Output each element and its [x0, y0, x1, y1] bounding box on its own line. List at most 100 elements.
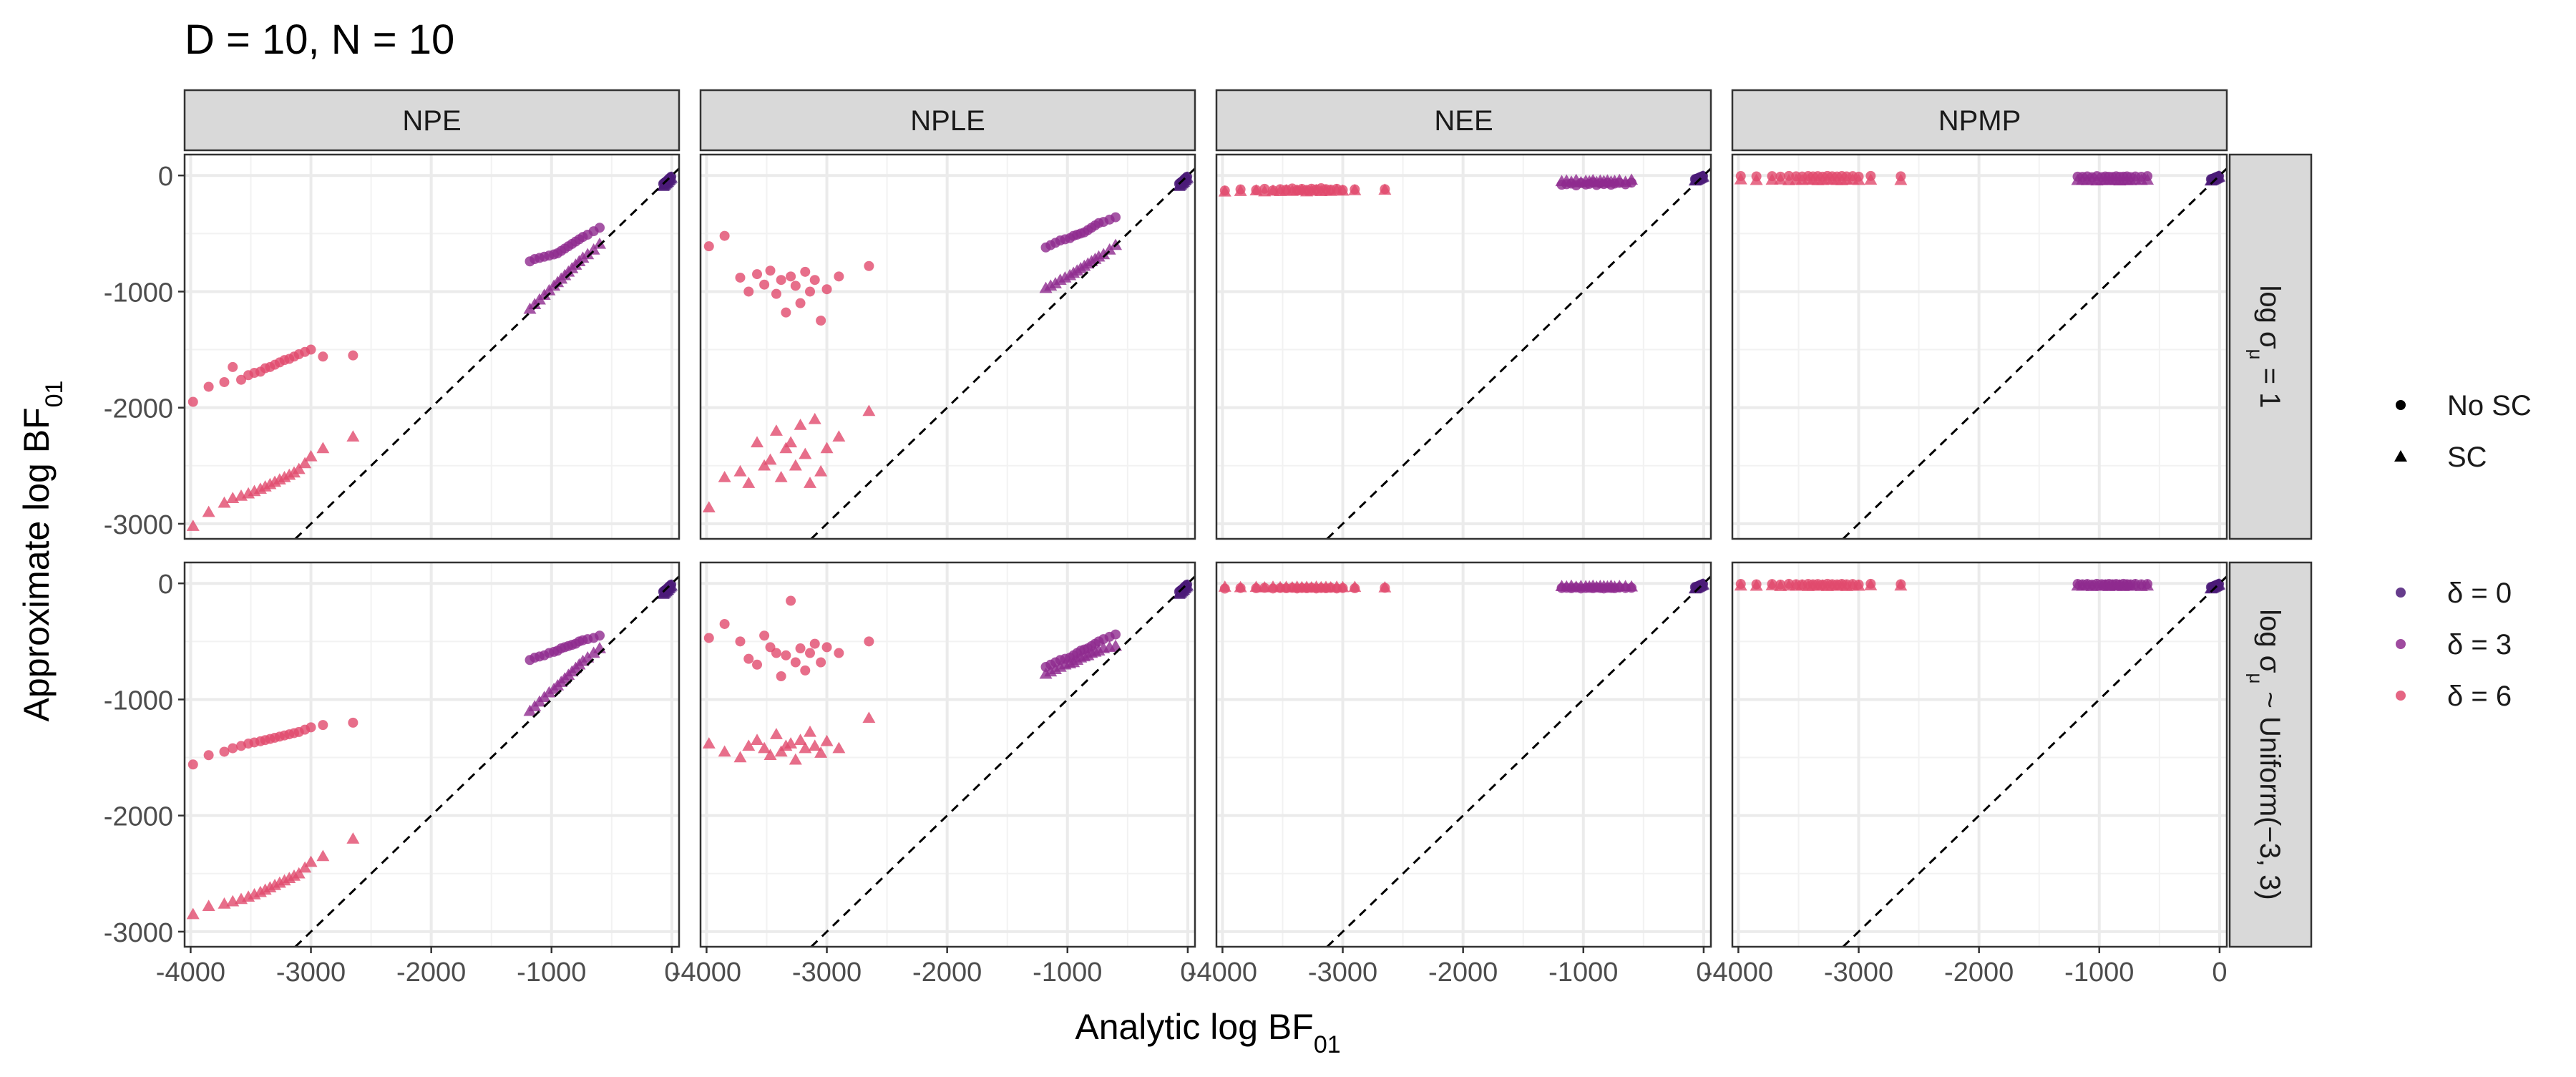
point-sc: [763, 453, 777, 465]
point-no-sc: [864, 260, 874, 271]
point-no-sc: [719, 230, 730, 241]
facet-panel: 0 -1000 -2000 -3000: [104, 153, 680, 540]
point-no-sc: [719, 618, 730, 629]
point-no-sc: [790, 657, 801, 668]
point-sc: [1336, 184, 1350, 196]
point-no-sc: [816, 315, 826, 326]
point-sc: [769, 424, 783, 436]
point-no-sc: [786, 271, 796, 282]
legend: No SC SC δ = 0 δ = 3 δ = 6: [2394, 390, 2532, 712]
legend-key-sc: [2394, 450, 2407, 462]
point-sc: [1097, 248, 1111, 260]
facet-strip-column: [183, 89, 680, 152]
point-sc: [702, 501, 716, 512]
point-sc: [794, 419, 807, 430]
point-sc: [656, 180, 670, 191]
point-sc: [2204, 582, 2218, 594]
facet-strip-row: [2228, 153, 2313, 540]
point-sc: [1750, 579, 1763, 591]
x-tick-label: -3000: [276, 957, 346, 988]
x-tick-label: 0: [1696, 957, 1711, 988]
point-sc: [298, 861, 312, 873]
legend-label: δ = 6: [2447, 681, 2512, 712]
point-sc: [808, 412, 821, 424]
x-tick-label: -3000: [1308, 957, 1377, 988]
point-sc: [1774, 580, 1787, 591]
point-sc: [202, 505, 215, 517]
point-sc: [779, 442, 793, 454]
data-marks: [186, 167, 679, 539]
point-no-sc: [834, 648, 844, 658]
point-sc: [218, 496, 231, 508]
point-no-sc: [318, 351, 328, 362]
point-no-sc: [864, 636, 874, 647]
point-sc: [751, 436, 764, 448]
legend-label: SC: [2447, 442, 2487, 473]
point-sc: [758, 741, 771, 754]
x-tick-label: -2000: [912, 957, 982, 988]
point-sc: [803, 477, 816, 488]
y-tick-label: -2000: [104, 394, 173, 424]
point-sc: [587, 243, 600, 255]
point-no-sc: [786, 595, 796, 606]
point-no-sc: [187, 396, 198, 407]
facet-panels: NPE NPLE NEE NPMP log σμ = 1 log σμ ~ Uniform…: [104, 89, 2313, 988]
facet-strip-column: [1215, 89, 1712, 152]
point-no-sc: [348, 717, 358, 728]
point-no-sc: [759, 279, 770, 290]
facet-panel: [699, 153, 1196, 540]
gridlines: [701, 562, 1195, 947]
point-sc: [346, 832, 360, 844]
point-no-sc: [203, 381, 214, 392]
point-sc: [1378, 183, 1392, 195]
point-sc: [1348, 183, 1362, 195]
facet-strip-column: [1731, 89, 2228, 152]
point-sc: [814, 746, 828, 758]
point-sc: [733, 464, 747, 477]
point-sc: [832, 741, 846, 754]
legend-label: δ = 0: [2447, 578, 2512, 609]
point-no-sc: [1111, 212, 1121, 223]
point-sc: [1109, 639, 1123, 651]
point-no-sc: [735, 272, 746, 283]
facet-strip-label: NEE: [1434, 105, 1493, 137]
x-tick-label: -4000: [156, 957, 225, 988]
point-sc: [820, 734, 834, 746]
x-tick-label: -2000: [1428, 957, 1498, 988]
point-no-sc: [795, 643, 806, 654]
point-no-sc: [795, 298, 806, 308]
panel-border: [699, 153, 1196, 540]
point-sc: [316, 442, 330, 454]
point-sc: [292, 867, 306, 879]
chart-title: D = 10, N = 10: [185, 16, 454, 63]
gridlines: [1732, 155, 2227, 539]
point-sc: [1218, 580, 1231, 592]
point-no-sc: [348, 350, 358, 361]
point-no-sc: [821, 284, 832, 295]
y-tick-label: -2000: [104, 802, 173, 832]
point-sc: [581, 651, 595, 663]
x-tick-label: -4000: [1704, 957, 1773, 988]
panel-border: [183, 153, 680, 540]
gridlines: [185, 155, 679, 539]
facet-strip-row: [2228, 561, 2313, 948]
x-tick-label: -2000: [1944, 957, 2014, 988]
point-sc: [298, 457, 312, 469]
point-sc: [1734, 579, 1747, 591]
point-sc: [304, 855, 318, 867]
point-sc: [1348, 580, 1362, 593]
point-no-sc: [809, 638, 820, 649]
y-axis-title: Approximate log BF01: [16, 381, 68, 722]
data-marks: [702, 167, 1195, 539]
point-sc: [799, 447, 812, 459]
point-no-sc: [771, 648, 781, 658]
point-no-sc: [821, 642, 832, 653]
data-marks: [186, 575, 679, 947]
point-sc: [1765, 173, 1779, 185]
point-sc: [1172, 180, 1186, 191]
point-sc: [742, 477, 756, 488]
gridlines: [185, 562, 679, 947]
point-sc: [820, 442, 834, 454]
point-sc: [587, 646, 600, 658]
point-sc: [808, 739, 821, 751]
